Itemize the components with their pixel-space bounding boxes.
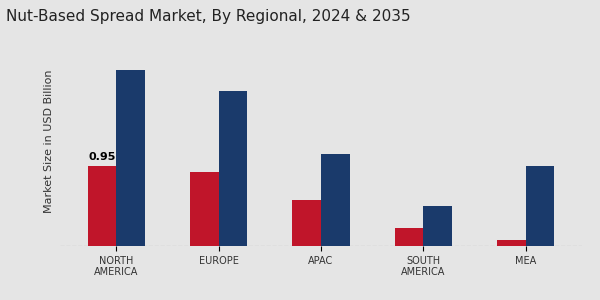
Bar: [395, 227, 424, 246]
Bar: [497, 240, 526, 246]
Bar: [218, 91, 247, 246]
Y-axis label: Market Size in USD Billion: Market Size in USD Billion: [44, 69, 55, 213]
Bar: [88, 166, 116, 246]
Bar: [526, 166, 554, 246]
Bar: [424, 206, 452, 246]
Text: 0.95: 0.95: [88, 152, 116, 162]
Text: Nut-Based Spread Market, By Regional, 2024 & 2035: Nut-Based Spread Market, By Regional, 20…: [6, 9, 410, 24]
Bar: [190, 172, 218, 246]
Bar: [292, 200, 321, 246]
Bar: [116, 70, 145, 246]
Bar: [321, 154, 350, 246]
